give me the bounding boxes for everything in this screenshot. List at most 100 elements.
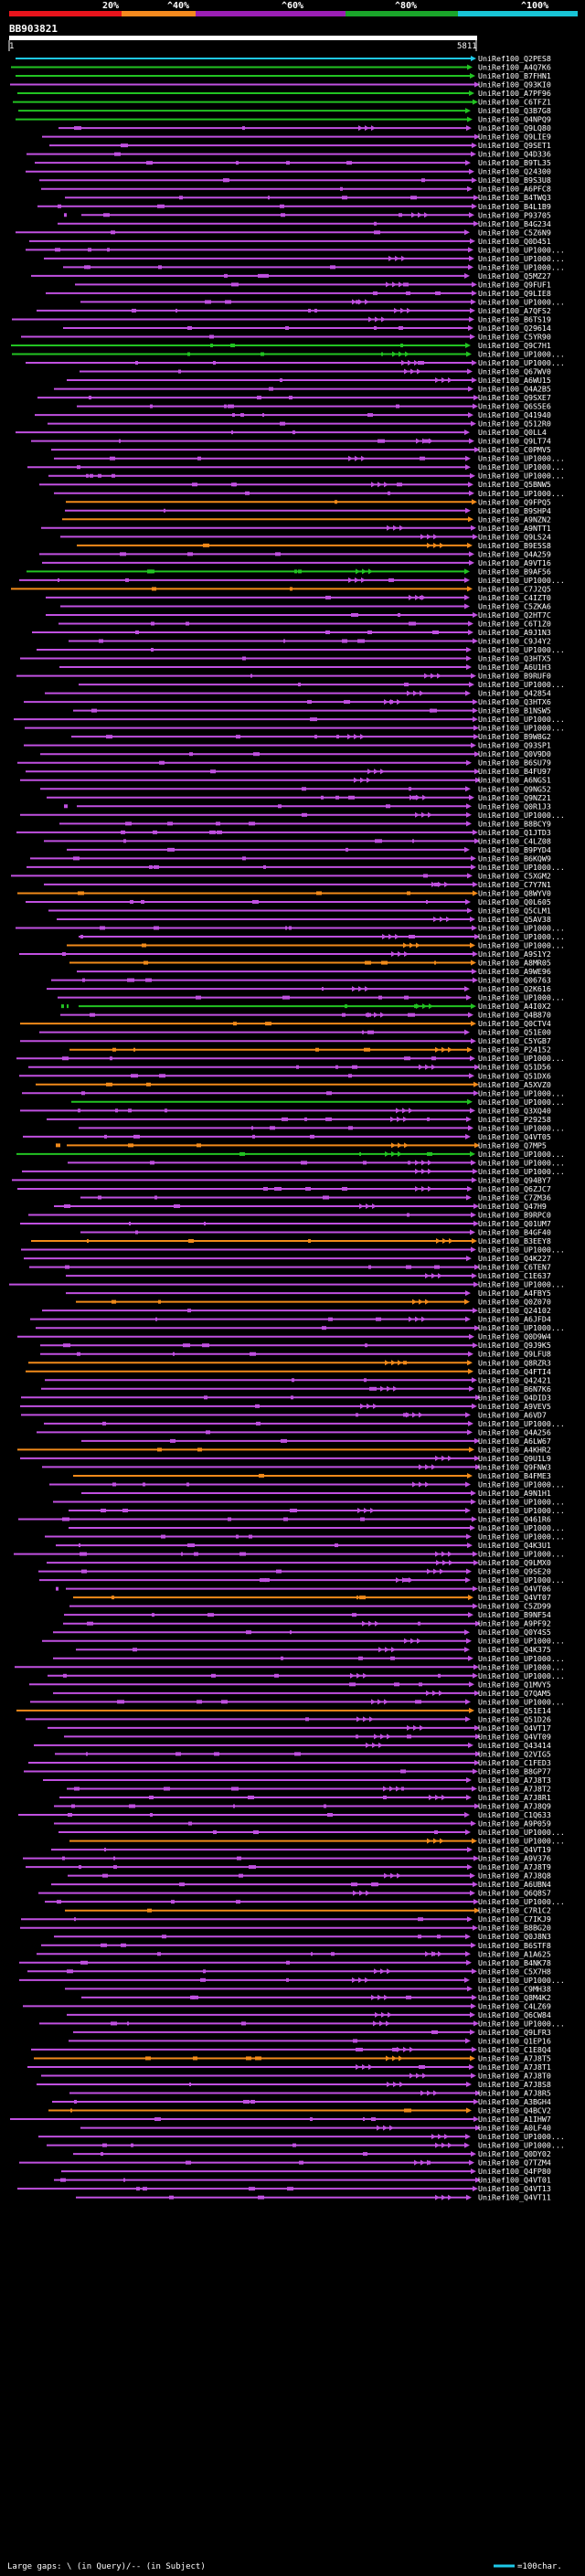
hit-label[interactable]: UniRef100_Q9LMX0: [478, 1558, 551, 1567]
hit-label[interactable]: UniRef100_Q93KI0: [478, 80, 551, 90]
hit-label[interactable]: UniRef100_Q9U1L9: [478, 1454, 551, 1463]
hit-label[interactable]: UniRef100_B9NF54: [478, 1610, 551, 1619]
hit-label[interactable]: UniRef100_Q4NPQ9: [478, 115, 551, 124]
hit-label[interactable]: UniRef100_UP1000...: [478, 350, 565, 359]
hit-label[interactable]: UniRef100_A7QFS2: [478, 306, 551, 315]
hit-label[interactable]: UniRef100_B4L1B9: [478, 202, 551, 211]
hit-label[interactable]: UniRef100_A5XVZ0: [478, 1080, 551, 1089]
hit-label[interactable]: UniRef100_B1NSW5: [478, 706, 551, 716]
hit-label[interactable]: UniRef100_Q6S5E6: [478, 402, 551, 411]
hit-label[interactable]: UniRef100_UP1000...: [478, 1419, 565, 1428]
hit-label[interactable]: UniRef100_Q6ZJC7: [478, 1184, 551, 1193]
hit-label[interactable]: UniRef100_Q4B870: [478, 1011, 551, 1020]
hit-label[interactable]: UniRef100_UP1000...: [478, 297, 565, 306]
hit-label[interactable]: UniRef100_A6LW67: [478, 1436, 551, 1446]
hit-label[interactable]: UniRef100_Q4VT05: [478, 1132, 551, 1141]
hit-label[interactable]: UniRef100_Q0L605: [478, 897, 551, 906]
hit-label[interactable]: UniRef100_Q42421: [478, 1375, 551, 1384]
hit-label[interactable]: UniRef100_Q9FUF1: [478, 280, 551, 289]
hit-label[interactable]: UniRef100_Q4VT01: [478, 2176, 551, 2185]
hit-label[interactable]: UniRef100_Q51E00: [478, 1028, 551, 1037]
hit-label[interactable]: UniRef100_Q0Z070: [478, 1298, 551, 1307]
hit-label[interactable]: UniRef100_Q4K3U1: [478, 1541, 551, 1550]
hit-label[interactable]: UniRef100_Q24300: [478, 167, 551, 176]
hit-label[interactable]: UniRef100_C1E8Q4: [478, 2045, 551, 2054]
hit-label[interactable]: UniRef100_B9AF56: [478, 567, 551, 576]
hit-label[interactable]: UniRef100_Q1MVY5: [478, 1680, 551, 1689]
hit-label[interactable]: UniRef100_UP1000...: [478, 1167, 565, 1176]
hit-label[interactable]: UniRef100_UP1000...: [478, 358, 565, 367]
hit-label[interactable]: UniRef100_C6TFZ1: [478, 98, 551, 107]
hit-label[interactable]: UniRef100_Q2K616: [478, 984, 551, 993]
hit-label[interactable]: UniRef100_Q94BY7: [478, 1175, 551, 1184]
hit-label[interactable]: UniRef100_A6PFC8: [478, 185, 551, 194]
hit-label[interactable]: UniRef100_A6NGS1: [478, 776, 551, 785]
hit-label[interactable]: UniRef100_C5Z6N9: [478, 228, 551, 237]
hit-label[interactable]: UniRef100_A9NTT1: [478, 524, 551, 533]
hit-label[interactable]: UniRef100_C4LZ69: [478, 2001, 551, 2010]
hit-label[interactable]: UniRef100_B3EEY8: [478, 1236, 551, 1246]
hit-label[interactable]: UniRef100_B8GP77: [478, 1766, 551, 1776]
hit-label[interactable]: UniRef100_Q4DID3: [478, 1393, 551, 1402]
hit-label[interactable]: UniRef100_Q51E14: [478, 1706, 551, 1715]
hit-label[interactable]: UniRef100_A7J8T2: [478, 1784, 551, 1793]
hit-label[interactable]: UniRef100_Q8WYV0: [478, 888, 551, 897]
hit-label[interactable]: UniRef100_C5ZKA6: [478, 601, 551, 610]
hit-label[interactable]: UniRef100_Q9LQ80: [478, 123, 551, 133]
hit-label[interactable]: UniRef100_Q4VT13: [478, 2184, 551, 2193]
hit-label[interactable]: UniRef100_Q3XQ40: [478, 1106, 551, 1115]
hit-label[interactable]: UniRef100_UP1000...: [478, 2141, 565, 2150]
hit-label[interactable]: UniRef100_A4I0X2: [478, 1002, 551, 1011]
hit-label[interactable]: UniRef100_C0PMV5: [478, 445, 551, 454]
hit-label[interactable]: UniRef100_A7PF96: [478, 89, 551, 98]
hit-label[interactable]: UniRef100_UP1000...: [478, 1150, 565, 1159]
hit-label[interactable]: UniRef100_UP1000...: [478, 1828, 565, 1837]
hit-label[interactable]: UniRef100_B4FME3: [478, 1471, 551, 1480]
hit-label[interactable]: UniRef100_A6VD7: [478, 1410, 547, 1419]
hit-label[interactable]: UniRef100_Q7TZM4: [478, 2158, 551, 2168]
hit-label[interactable]: UniRef100_UP1000...: [478, 924, 565, 933]
hit-label[interactable]: UniRef100_Q93SP1: [478, 741, 551, 750]
hit-label[interactable]: UniRef100_B6KQW9: [478, 853, 551, 863]
hit-label[interactable]: UniRef100_Q0LL4: [478, 428, 547, 437]
hit-label[interactable]: UniRef100_C1Q633: [478, 1810, 551, 1819]
hit-label[interactable]: UniRef100_A1IHW7: [478, 2115, 551, 2124]
hit-label[interactable]: UniRef100_A9N1H1: [478, 1489, 551, 1498]
hit-label[interactable]: UniRef100_Q4FP80: [478, 2167, 551, 2176]
hit-label[interactable]: UniRef100_Q3B7G8: [478, 106, 551, 115]
hit-label[interactable]: UniRef100_B9W8G2: [478, 732, 551, 741]
hit-label[interactable]: UniRef100_UP1000...: [478, 245, 565, 254]
hit-label[interactable]: UniRef100_A9PF92: [478, 1619, 551, 1628]
hit-label[interactable]: UniRef100_A9VEV5: [478, 1402, 551, 1411]
hit-label[interactable]: UniRef100_Q24102: [478, 1306, 551, 1315]
hit-label[interactable]: UniRef100_UP1000...: [478, 1479, 565, 1489]
hit-label[interactable]: UniRef100_UP1000...: [478, 1837, 565, 1846]
hit-label[interactable]: UniRef100_A7J8Q8: [478, 1871, 551, 1881]
hit-label[interactable]: UniRef100_Q0V9D0: [478, 749, 551, 758]
hit-label[interactable]: UniRef100_A0LF40: [478, 2124, 551, 2133]
hit-label[interactable]: UniRef100_B9SHP4: [478, 506, 551, 515]
hit-label[interactable]: UniRef100_C1FED3: [478, 1758, 551, 1767]
hit-label[interactable]: UniRef100_Q01UM7: [478, 1219, 551, 1228]
hit-label[interactable]: UniRef100_Q9C7H1: [478, 341, 551, 350]
hit-label[interactable]: UniRef100_B7FHN1: [478, 71, 551, 80]
hit-label[interactable]: UniRef100_UP1000...: [478, 724, 565, 733]
hit-label[interactable]: UniRef100_Q2HT7C: [478, 610, 551, 620]
hit-label[interactable]: UniRef100_A9V376: [478, 1854, 551, 1863]
hit-label[interactable]: UniRef100_C6T1Z0: [478, 619, 551, 628]
hit-label[interactable]: UniRef100_UP1000...: [478, 1323, 565, 1332]
hit-label[interactable]: UniRef100_C5X7H8: [478, 1966, 551, 1976]
hit-label[interactable]: UniRef100_UP1000...: [478, 254, 565, 263]
hit-label[interactable]: UniRef100_Q4VT06: [478, 1585, 551, 1594]
hit-label[interactable]: UniRef100_A9J1N3: [478, 628, 551, 637]
hit-label[interactable]: UniRef100_B4FU97: [478, 767, 551, 776]
hit-label[interactable]: UniRef100_UP1000...: [478, 811, 565, 820]
hit-label[interactable]: UniRef100_B9S3U8: [478, 175, 551, 185]
hit-label[interactable]: UniRef100_UP1000...: [478, 1246, 565, 1255]
hit-label[interactable]: UniRef100_C1E637: [478, 1271, 551, 1280]
hit-label[interactable]: UniRef100_A7J8T9: [478, 1862, 551, 1871]
hit-label[interactable]: UniRef100_B6TS19: [478, 314, 551, 323]
hit-label[interactable]: UniRef100_C4IZT0: [478, 593, 551, 602]
hit-label[interactable]: UniRef100_P93705: [478, 210, 551, 219]
hit-label[interactable]: UniRef100_Q9LS24: [478, 532, 551, 541]
